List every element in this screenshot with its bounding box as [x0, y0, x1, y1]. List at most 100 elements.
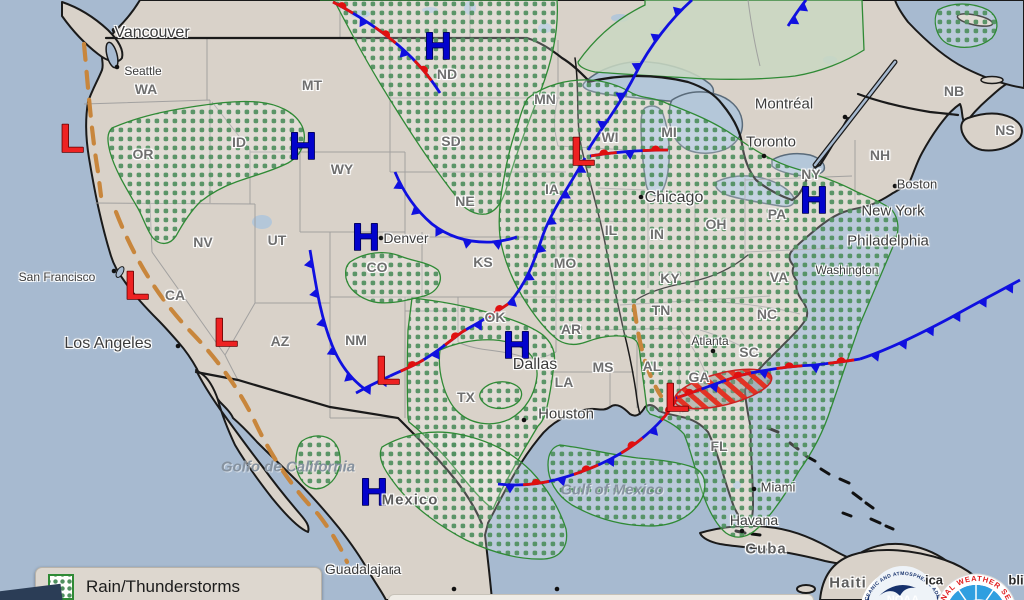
cold-front-pip	[303, 258, 314, 269]
cold-front-pip	[758, 369, 769, 379]
low-pressure-symbol: L	[125, 264, 149, 308]
cold-front-pip	[326, 346, 337, 356]
rain-area-colorado	[344, 251, 441, 304]
high-pressure-symbol: H	[503, 325, 530, 367]
city-label: Los Angeles	[64, 335, 152, 352]
rain-area-mexico	[379, 431, 568, 560]
cold-front-pip	[977, 297, 987, 308]
cold-front-pip	[624, 150, 635, 160]
cold-front-pip	[505, 484, 516, 494]
city-label: San Francisco	[18, 270, 96, 284]
city-label: Philadelphia	[847, 232, 929, 250]
low-pressure-symbol: L	[665, 376, 689, 420]
pei-island	[980, 75, 1004, 85]
cold-front-pip	[362, 385, 372, 395]
city-label: Montréal	[754, 95, 814, 113]
warm-front-pip	[337, 2, 347, 9]
city-dot	[751, 486, 757, 492]
cold-front-pip	[615, 92, 626, 102]
high-pressure-symbol: H	[289, 126, 316, 168]
state-label: NB	[943, 83, 965, 99]
state-label: WY	[330, 161, 354, 177]
city-label: Washington	[815, 263, 879, 277]
city-dot	[114, 64, 120, 70]
state-label: NH	[869, 147, 891, 163]
city-label: Denver	[383, 230, 429, 246]
city-label: Boston	[896, 176, 938, 192]
city-label: Miami	[760, 479, 796, 495]
low-pressure-symbol: L	[214, 311, 238, 355]
noaa-acronym-text: NOAA	[887, 594, 919, 600]
stationary-front-warm-segment	[589, 148, 669, 158]
city-dot	[378, 235, 384, 241]
country-label: Cuba	[745, 540, 787, 558]
city-dot	[710, 348, 716, 354]
cold-front-line	[859, 278, 1021, 361]
city-label: Seattle	[124, 64, 162, 78]
city-dot	[761, 153, 767, 159]
state-label: MI	[661, 124, 677, 140]
city-dot	[111, 268, 117, 274]
state-label: ID	[232, 134, 246, 150]
low-pressure-symbol: L	[376, 349, 400, 393]
state-label: OR	[132, 146, 154, 162]
low-pressure-symbol: L	[60, 117, 84, 161]
state-label: CA	[164, 287, 186, 303]
state-label: SC	[739, 344, 759, 360]
country-label: Haiti	[829, 574, 867, 592]
country-label: Mexico	[381, 491, 439, 509]
obscured-label-fragment: bli	[1008, 572, 1024, 588]
cold-front-pip	[359, 17, 369, 28]
state-label: OK	[484, 309, 506, 325]
cold-front-pip	[344, 372, 354, 382]
city-dot	[175, 343, 181, 349]
city-label: Atlanta	[691, 334, 729, 348]
warm-front-pip	[665, 405, 673, 414]
state-label: NM	[345, 332, 367, 348]
city-label: Guadalajara	[324, 561, 402, 577]
trough-line	[81, 41, 104, 199]
state-label: NC	[756, 306, 778, 322]
warm-front-pip	[733, 371, 743, 378]
high-pressure-symbol: H	[424, 26, 451, 68]
warm-front-pip	[381, 30, 391, 38]
pressure-symbols: L L L L L L H H H H H H	[59, 25, 829, 515]
state-label: CO	[366, 259, 388, 275]
rain-area-pacific-northwest	[107, 100, 305, 245]
legend-label: Rain/Thunderstorms	[86, 577, 241, 596]
stationary-front-warm-segment	[389, 302, 509, 378]
state-label: KS	[473, 254, 493, 270]
state-label: ND	[436, 66, 458, 82]
stationary-front-warm-segment	[332, 0, 442, 94]
stationary-front-warm-segment	[497, 399, 678, 487]
trough-lines	[81, 41, 664, 565]
cold-front-pip	[672, 6, 683, 17]
state-label: KY	[660, 270, 680, 286]
city-label: Vancouver	[114, 24, 190, 41]
cold-front-pip	[898, 339, 908, 350]
state-label: IL	[604, 222, 618, 238]
state-label: MO	[553, 255, 577, 271]
high-pressure-symbol: H	[360, 472, 387, 514]
city-dots	[111, 27, 898, 592]
state-label: NV	[193, 234, 213, 250]
city-dot	[638, 194, 644, 200]
rain-area-texas-inner	[479, 381, 523, 410]
city-dot	[111, 27, 117, 33]
state-label: OH	[705, 216, 727, 232]
state-label: NE	[455, 193, 475, 209]
city-dot	[389, 569, 395, 575]
cold-front-pip	[631, 62, 642, 72]
front-lines	[303, 0, 1021, 494]
state-label: NS	[995, 122, 1015, 138]
cold-front-pip	[708, 382, 719, 393]
cold-front-pip	[430, 349, 440, 360]
state-label: IN	[650, 226, 664, 242]
cold-front-pip	[316, 317, 326, 328]
city-label: Dallas	[512, 356, 558, 373]
cold-front-pip	[507, 297, 517, 307]
water-label: Golfo de California	[220, 458, 356, 476]
state-label: WA	[134, 81, 158, 97]
